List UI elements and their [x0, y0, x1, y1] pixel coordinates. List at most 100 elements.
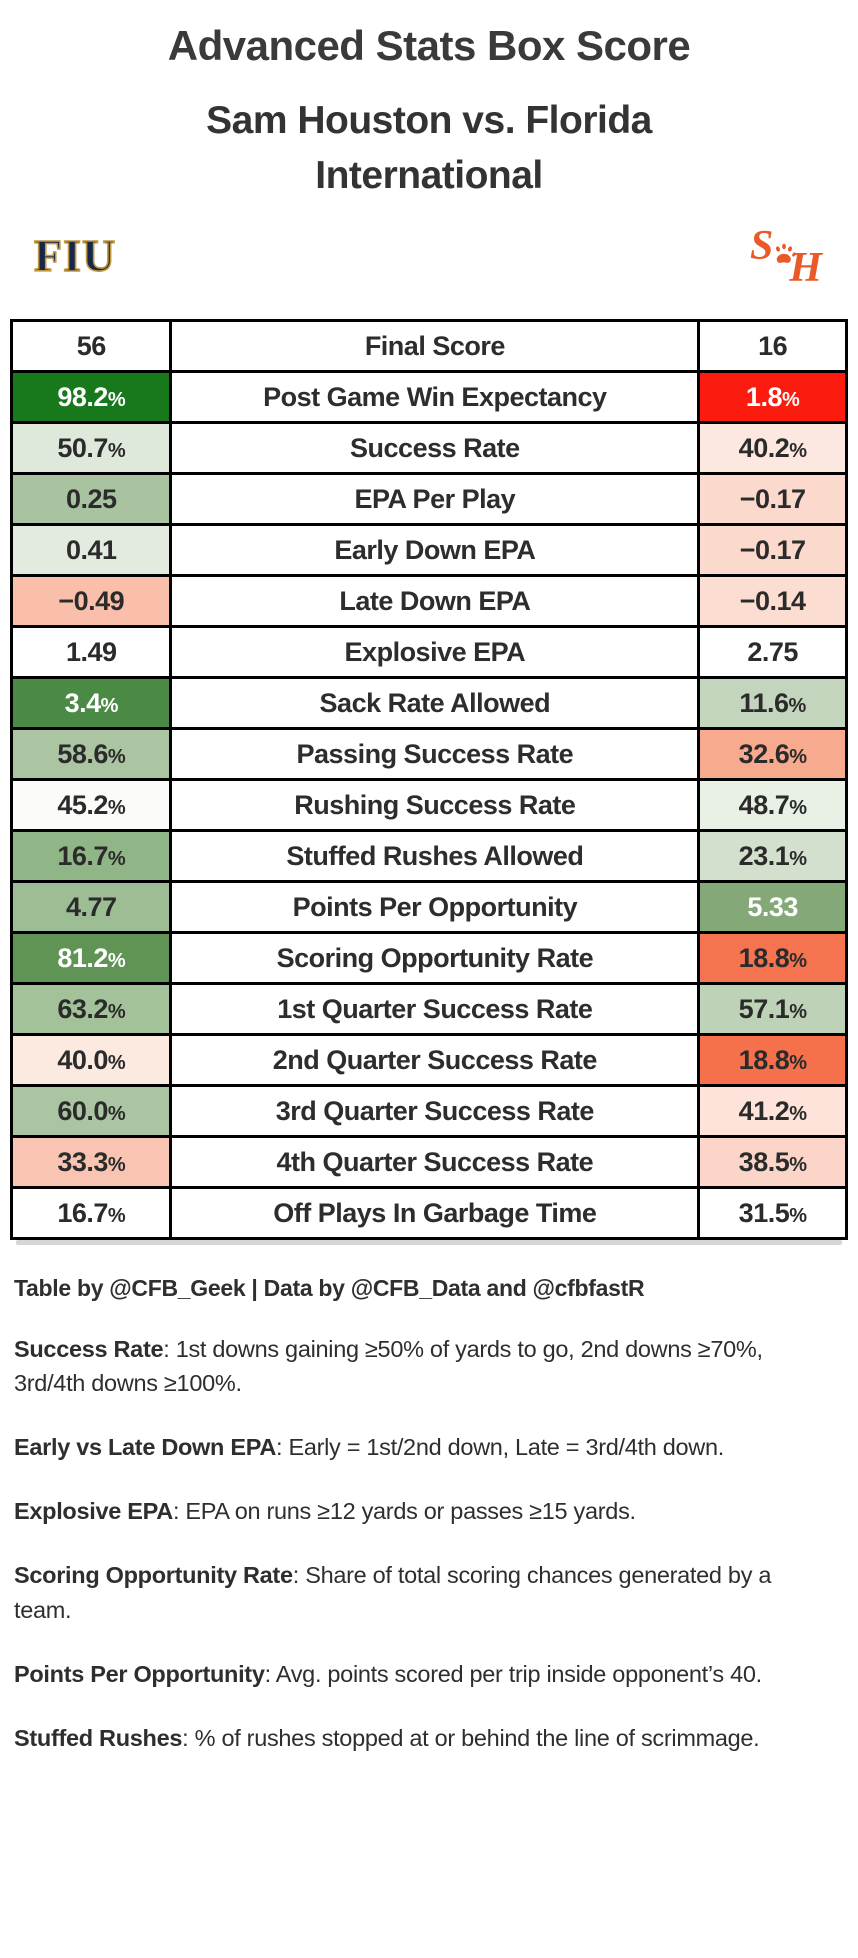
footnote-term: Points Per Opportunity [14, 1660, 265, 1687]
footnotes: Success Rate: 1st downs gaining ≥50% of … [14, 1332, 822, 1755]
stat-label-cell: Final Score [169, 319, 701, 374]
stat-label-cell: 2nd Quarter Success Rate [169, 1033, 701, 1088]
sh-value-cell: −0.17 [697, 472, 848, 527]
table-row: 98.2% Post Game Win Expectancy 1.8% [9, 370, 848, 425]
fiu-value-cell: 56 [9, 319, 173, 374]
stat-label-cell: 3rd Quarter Success Rate [169, 1084, 701, 1139]
fiu-value-cell: 16.7% [9, 1186, 173, 1241]
fiu-value-cell: 58.6% [9, 727, 173, 782]
table-row: 0.41 Early Down EPA −0.17 [9, 523, 848, 578]
sam-houston-logo-h: H [789, 245, 822, 292]
team-logos-row: FIU S H [0, 223, 858, 289]
sh-value-cell: 11.6% [697, 676, 848, 731]
stat-label-cell: Explosive EPA [169, 625, 701, 680]
fiu-value-cell: 3.4% [9, 676, 173, 731]
sh-value-cell: 18.8% [697, 1033, 848, 1088]
sh-value-cell: 23.1% [697, 829, 848, 884]
footnote-term: Scoring Opportunity Rate [14, 1562, 293, 1589]
fiu-value-cell: 45.2% [9, 778, 173, 833]
credit-line: Table by @CFB_Geek | Data by @CFB_Data a… [14, 1275, 645, 1302]
sh-value-cell: 16 [697, 319, 848, 374]
sh-value-cell: −0.17 [697, 523, 848, 578]
table-row: 60.0% 3rd Quarter Success Rate 41.2% [9, 1084, 848, 1139]
sam-houston-logo-s: S [750, 223, 774, 270]
stat-label-cell: 1st Quarter Success Rate [169, 982, 701, 1037]
stat-label-cell: Early Down EPA [169, 523, 701, 578]
advanced-stats-table: 56 Final Score 16 98.2% Post Game Win Expect… [9, 319, 848, 1241]
table-row: −0.49 Late Down EPA −0.14 [9, 574, 848, 629]
sh-value-cell: 5.33 [697, 880, 848, 935]
sh-value-cell: 40.2% [697, 421, 848, 476]
stats-table-body: 56 Final Score 16 98.2% Post Game Win Expect… [9, 319, 848, 1241]
sh-value-cell: 48.7% [697, 778, 848, 833]
sh-value-cell: 32.6% [697, 727, 848, 782]
fiu-logo: FIU [33, 230, 117, 282]
table-row: 3.4% Sack Rate Allowed 11.6% [9, 676, 848, 731]
sh-value-cell: 41.2% [697, 1084, 848, 1139]
table-row: 58.6% Passing Success Rate 32.6% [9, 727, 848, 782]
fiu-value-cell: 4.77 [9, 880, 173, 935]
table-row: 56 Final Score 16 [9, 319, 848, 374]
sh-value-cell: 38.5% [697, 1135, 848, 1190]
fiu-value-cell: 81.2% [9, 931, 173, 986]
table-row: 4.77 Points Per Opportunity 5.33 [9, 880, 848, 935]
table-row: 33.3% 4th Quarter Success Rate 38.5% [9, 1135, 848, 1190]
stat-label-cell: Passing Success Rate [169, 727, 701, 782]
fiu-value-cell: 1.49 [9, 625, 173, 680]
footnote: Stuffed Rushes: % of rushes stopped at o… [14, 1724, 760, 1751]
table-row: 0.25 EPA Per Play −0.17 [9, 472, 848, 527]
stat-label-cell: Off Plays In Garbage Time [169, 1186, 701, 1241]
stat-label-cell: Late Down EPA [169, 574, 701, 629]
footnote-term: Explosive EPA [14, 1498, 173, 1525]
page-title: Advanced Stats Box Score [167, 22, 691, 69]
stat-label-cell: EPA Per Play [169, 472, 701, 527]
table-row: 63.2% 1st Quarter Success Rate 57.1% [9, 982, 848, 1037]
fiu-value-cell: 63.2% [9, 982, 173, 1037]
table-row: 81.2% Scoring Opportunity Rate 18.8% [9, 931, 848, 986]
table-shadow [16, 1240, 842, 1246]
table-row: 1.49 Explosive EPA 2.75 [9, 625, 848, 680]
fiu-value-cell: 33.3% [9, 1135, 173, 1190]
fiu-value-cell: 40.0% [9, 1033, 173, 1088]
footnote: Points Per Opportunity: Avg. points scor… [14, 1660, 762, 1687]
sh-value-cell: 57.1% [697, 982, 848, 1037]
table-row: 40.0% 2nd Quarter Success Rate 18.8% [9, 1033, 848, 1088]
footnote: Scoring Opportunity Rate: Share of total… [14, 1562, 772, 1623]
footnote: Success Rate: 1st downs gaining ≥50% of … [14, 1336, 763, 1397]
subtitle-line-2: International [315, 153, 543, 197]
page-subtitle: Sam Houston vs. Florida International [0, 94, 858, 203]
table-row: 16.7% Off Plays In Garbage Time 31.5% [9, 1186, 848, 1241]
fiu-value-cell: 50.7% [9, 421, 173, 476]
sam-houston-logo: S H [748, 223, 824, 289]
sh-value-cell: 18.8% [697, 931, 848, 986]
sh-value-cell: 2.75 [697, 625, 848, 680]
stat-label-cell: Success Rate [169, 421, 701, 476]
stat-label-cell: Points Per Opportunity [169, 880, 701, 935]
fiu-value-cell: −0.49 [9, 574, 173, 629]
fiu-value-cell: 16.7% [9, 829, 173, 884]
sh-value-cell: 31.5% [697, 1186, 848, 1241]
stat-label-cell: Stuffed Rushes Allowed [169, 829, 701, 884]
stat-label-cell: Scoring Opportunity Rate [169, 931, 701, 986]
table-row: 50.7% Success Rate 40.2% [9, 421, 848, 476]
fiu-value-cell: 0.25 [9, 472, 173, 527]
sh-value-cell: 1.8% [697, 370, 848, 425]
stat-label-cell: Post Game Win Expectancy [169, 370, 701, 425]
sh-value-cell: −0.14 [697, 574, 848, 629]
subtitle-line-1: Sam Houston vs. Florida [206, 99, 652, 142]
fiu-value-cell: 0.41 [9, 523, 173, 578]
stat-label-cell: Rushing Success Rate [169, 778, 701, 833]
stat-label-cell: Sack Rate Allowed [169, 676, 701, 731]
fiu-value-cell: 60.0% [9, 1084, 173, 1139]
footnote: Explosive EPA: EPA on runs ≥12 yards or … [14, 1498, 636, 1525]
table-row: 45.2% Rushing Success Rate 48.7% [9, 778, 848, 833]
footnote-term: Early vs Late Down EPA [14, 1434, 276, 1461]
table-row: 16.7% Stuffed Rushes Allowed 23.1% [9, 829, 848, 884]
footnote-term: Success Rate [14, 1336, 164, 1363]
fiu-value-cell: 98.2% [9, 370, 173, 425]
stat-label-cell: 4th Quarter Success Rate [169, 1135, 701, 1190]
paw-icon [772, 241, 798, 272]
footnote-term: Stuffed Rushes [14, 1724, 183, 1751]
footnote: Early vs Late Down EPA: Early = 1st/2nd … [14, 1434, 724, 1461]
